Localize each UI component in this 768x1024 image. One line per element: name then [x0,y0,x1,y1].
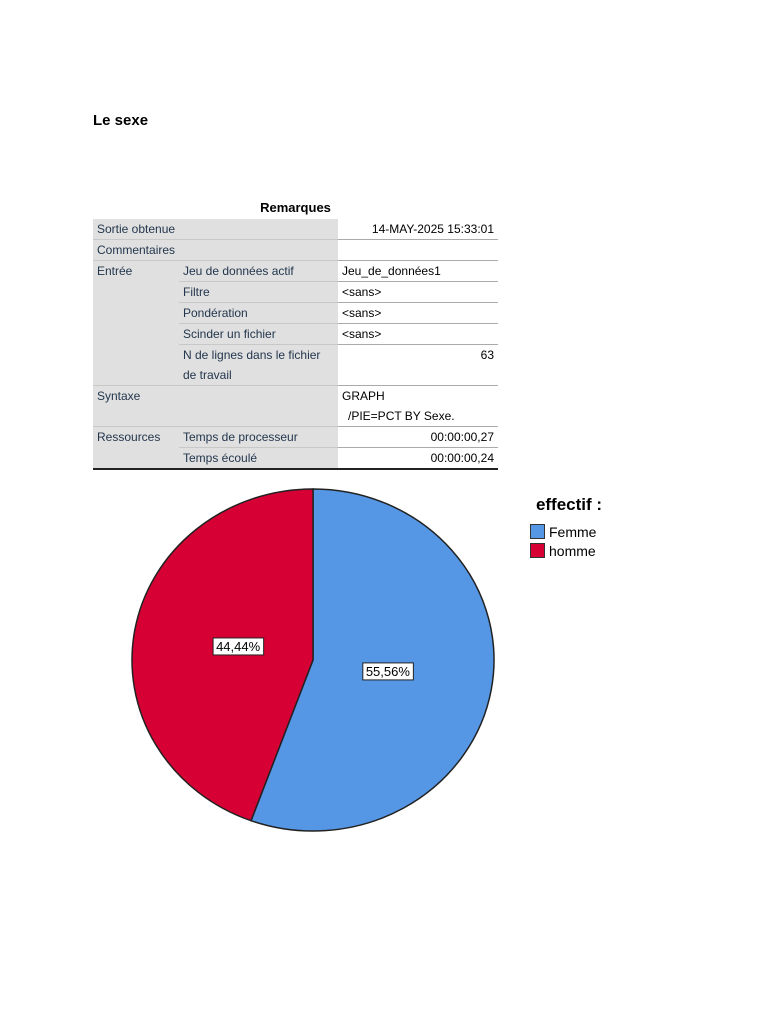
value-line: GRAPH [342,389,385,403]
slice-label: 55,56% [366,664,411,679]
value-cell: 14-MAY-2025 15:33:01 [338,219,498,240]
table-row: Pondération <sans> [93,302,498,324]
notes-table: Sortie obtenue 14-MAY-2025 15:33:01 Commen… [93,219,498,470]
row-label-text: Commentaires [97,243,176,257]
row-label-text: Ressources [97,430,161,444]
row-label: Syntaxe [93,385,338,427]
value-cell: <sans> [338,323,498,345]
value-cell: 00:00:00,24 [338,447,498,470]
table-row: Scinder un fichier <sans> [93,323,498,345]
value-line: /PIE=PCT BY Sexe. [348,409,455,423]
value-cell: <sans> [338,302,498,324]
legend-entry: Femme [530,522,608,541]
table-row: Commentaires [93,239,498,261]
row-label: Ressources [93,426,179,470]
legend-swatch [530,543,545,558]
row-label: Sortie obtenue [93,219,338,240]
row-label-text: Sortie obtenue [97,222,176,236]
value-text: 14-MAY-2025 15:33:01 [371,222,494,236]
sub-label: N de lignes dans le fichier de travail [179,344,338,386]
sub-label: Temps écoulé [179,447,338,470]
table-row: Sortie obtenue 14-MAY-2025 15:33:01 [93,219,498,240]
value-text: 63 [480,348,494,362]
sub-label-text: Scinder un fichier [183,327,276,341]
sub-label: Temps de processeur [179,426,338,448]
sub-label: Filtre [179,281,338,303]
table-row: Entrée Jeu de données actif Jeu_de_données… [93,260,498,386]
row-label-text: Syntaxe [97,389,141,403]
legend: effectif : Femme homme [530,496,608,560]
value-text: 00:00:00,27 [430,430,494,444]
value-text: Jeu_de_données1 [342,264,441,278]
row-label: Entrée [93,260,179,386]
legend-label: homme [549,542,596,559]
slice-label-box [362,662,414,681]
sub-label: Jeu de données actif [179,260,338,282]
value-cell [338,239,498,261]
value-cell: 63 [338,344,498,386]
value-text: <sans> [342,327,382,341]
table-row: N de lignes dans le fichier de travail 63 [93,344,498,386]
table-row: Temps écoulé 00:00:00,24 [93,447,498,470]
value-text: <sans> [342,285,382,299]
value-text: 00:00:00,24 [430,451,494,465]
value-cell: 00:00:00,27 [338,426,498,448]
legend-label: Femme [549,523,597,540]
value-cell: Jeu_de_données1 [338,260,498,282]
sub-label-text: Filtre [183,285,210,299]
pie-slice [250,488,495,832]
heading: Le sexe [93,112,149,129]
sub-label-text: N de lignes dans le fichier de travail [183,348,321,382]
table-row: Ressources Temps de processeur 00:00:00,27 [93,426,498,470]
sub-label-text: Temps de processeur [183,430,298,444]
table-row: Syntaxe GRAPH/PIE=PCT BY Sexe. [93,385,498,427]
legend-title: effectif : [535,495,603,514]
row-label-text: Entrée [97,264,133,278]
legend-swatch [530,524,545,539]
sub-label-text: Temps écoulé [183,451,258,465]
sub-label-text: Pondération [183,306,248,320]
table-row: Filtre <sans> [93,281,498,303]
legend-entry: homme [530,541,608,560]
pie-slice [131,488,314,822]
slice-label-box [212,637,265,656]
slice-label: 44,44% [216,639,261,654]
table-title: Remarques [260,200,331,215]
value-cell: GRAPH/PIE=PCT BY Sexe. [338,385,498,427]
sub-label: Pondération [179,302,338,324]
value-text: <sans> [342,306,382,320]
sub-label: Scinder un fichier [179,323,338,345]
row-label: Commentaires [93,239,338,261]
sub-label-text: Jeu de données actif [183,264,294,278]
value-cell: <sans> [338,281,498,303]
